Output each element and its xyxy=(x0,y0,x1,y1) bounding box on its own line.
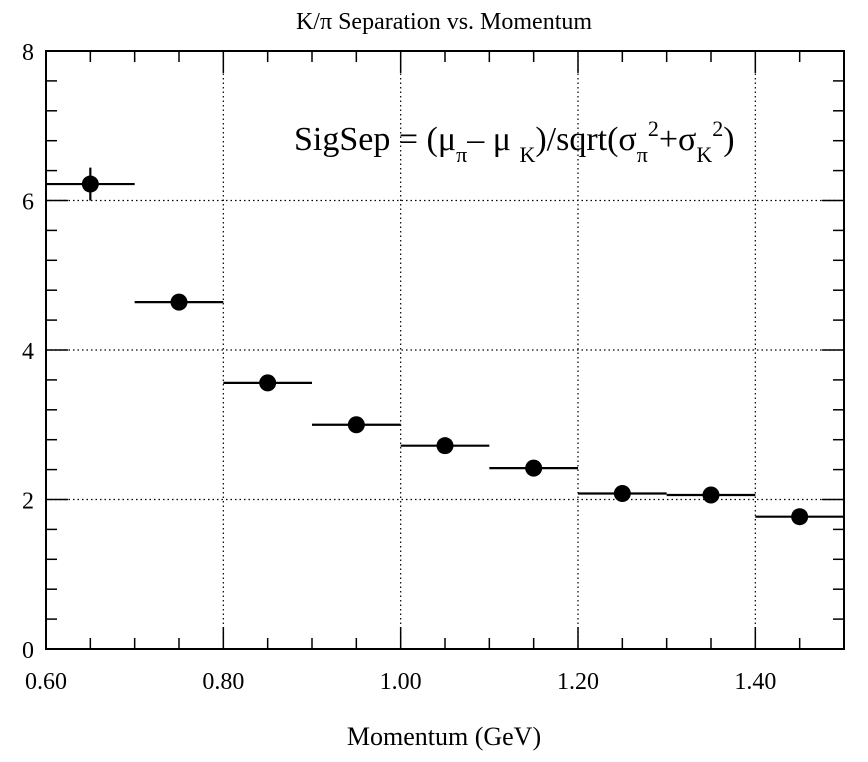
grid xyxy=(46,51,844,649)
marker xyxy=(436,437,454,455)
x-tick-label: 1.00 xyxy=(380,669,422,695)
x-tick-label: 0.80 xyxy=(202,669,244,695)
data-point xyxy=(400,437,490,455)
marker xyxy=(81,175,99,193)
data-point xyxy=(489,459,578,477)
plot-frame xyxy=(45,50,845,650)
marker xyxy=(791,508,809,526)
marker xyxy=(259,374,277,392)
data-point xyxy=(134,293,224,311)
y-tick-label: 6 xyxy=(22,190,34,216)
x-axis-label: Momentum (GeV) xyxy=(347,722,541,751)
x-tick-label: 1.20 xyxy=(557,669,599,695)
data-point xyxy=(46,167,135,201)
marker xyxy=(347,416,365,434)
y-tick-label: 4 xyxy=(22,339,34,365)
marker xyxy=(170,293,188,311)
chart-title: K/π Separation vs. Momentum xyxy=(296,9,592,35)
data-point xyxy=(312,416,401,434)
x-tick-label: 0.60 xyxy=(25,669,67,695)
x-tick-label: 1.40 xyxy=(734,669,776,695)
data-series xyxy=(46,167,844,526)
data-point xyxy=(223,374,312,392)
sigsep-formula-annotation: SigSep = (μπ– μ K)/sqrt(σπ2+σK2) xyxy=(294,116,735,167)
tick-labels: 0.60 0.80 1.00 1.20 1.40 0 2 4 6 8 xyxy=(22,40,776,695)
data-point xyxy=(578,485,667,503)
marker xyxy=(702,486,720,504)
y-tick-label: 8 xyxy=(22,40,34,66)
data-point xyxy=(666,486,756,504)
marker xyxy=(525,459,543,477)
marker xyxy=(613,485,631,503)
data-point xyxy=(755,508,844,526)
y-tick-label: 0 xyxy=(22,638,34,664)
y-tick-label: 2 xyxy=(22,489,34,515)
